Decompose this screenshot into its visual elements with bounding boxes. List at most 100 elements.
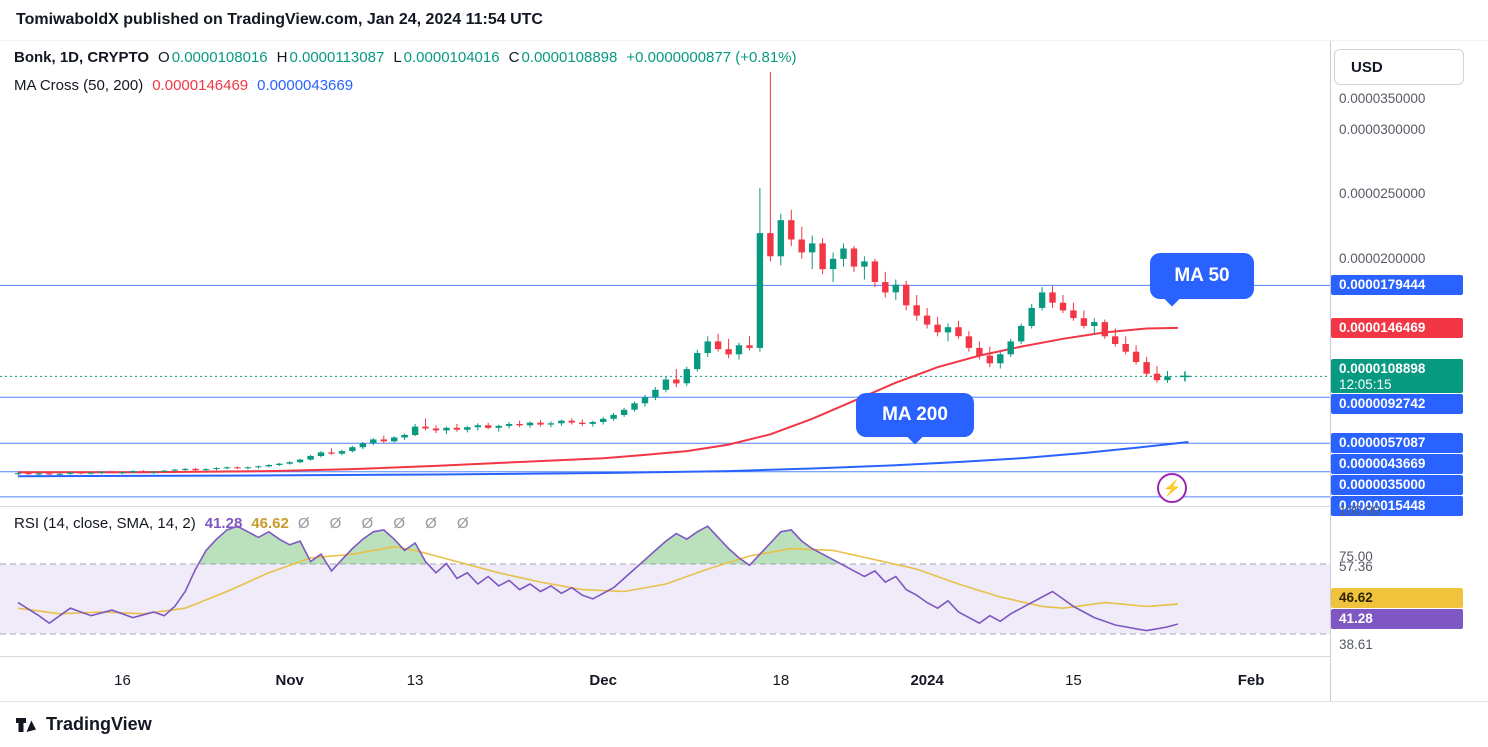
candle[interactable] xyxy=(934,316,941,337)
candle[interactable] xyxy=(1143,356,1150,377)
currency-button[interactable]: USD xyxy=(1334,49,1464,85)
candle[interactable] xyxy=(652,387,659,401)
candle[interactable] xyxy=(516,420,523,428)
candle[interactable] xyxy=(537,420,544,427)
candle[interactable] xyxy=(840,243,847,267)
candle[interactable] xyxy=(359,442,366,450)
candle[interactable] xyxy=(223,466,231,470)
candle[interactable] xyxy=(735,342,743,360)
candle[interactable] xyxy=(255,465,262,469)
symbol-title[interactable]: Bonk, 1D, CRYPTO xyxy=(14,49,150,66)
candle[interactable] xyxy=(955,320,962,339)
candle[interactable] xyxy=(892,279,899,301)
candle[interactable] xyxy=(1028,304,1035,329)
candle[interactable] xyxy=(704,336,711,357)
candle[interactable] xyxy=(997,351,1004,369)
candle[interactable] xyxy=(296,458,304,464)
candle[interactable] xyxy=(620,407,628,417)
candle[interactable] xyxy=(202,468,210,472)
candle[interactable] xyxy=(338,449,346,456)
candle[interactable] xyxy=(850,246,858,272)
candle[interactable] xyxy=(923,307,931,329)
candle[interactable] xyxy=(391,436,398,443)
candle[interactable] xyxy=(788,209,795,246)
candle[interactable] xyxy=(401,433,408,441)
candle[interactable] xyxy=(767,71,774,262)
candle[interactable] xyxy=(579,419,586,426)
candle[interactable] xyxy=(87,472,95,475)
candle[interactable] xyxy=(673,369,680,388)
candle[interactable] xyxy=(1070,302,1077,321)
candle[interactable] xyxy=(1112,328,1119,347)
candle[interactable] xyxy=(756,187,764,352)
candle[interactable] xyxy=(234,466,241,470)
candle[interactable] xyxy=(725,338,732,359)
rsi-line[interactable] xyxy=(17,525,1179,632)
time-axis[interactable]: 16 Nov 13 Dec 18 2024 15 Feb xyxy=(0,656,1330,701)
candle[interactable] xyxy=(819,238,826,275)
candle[interactable] xyxy=(1101,319,1108,339)
candle[interactable] xyxy=(265,464,272,468)
candles[interactable] xyxy=(14,71,1171,476)
candle[interactable] xyxy=(171,468,178,472)
candle[interactable] xyxy=(1049,285,1056,308)
candle[interactable] xyxy=(1132,345,1140,365)
candle[interactable] xyxy=(798,226,805,259)
candle[interactable] xyxy=(1153,365,1161,383)
candle[interactable] xyxy=(976,341,983,360)
candle[interactable] xyxy=(683,366,690,386)
candle[interactable] xyxy=(1091,318,1098,334)
candle[interactable] xyxy=(568,418,575,425)
candle[interactable] xyxy=(14,472,22,476)
ma50-line[interactable] xyxy=(18,326,1178,474)
rsi-sma-line[interactable] xyxy=(17,545,1178,615)
candle[interactable] xyxy=(432,425,440,433)
ma200-line[interactable] xyxy=(17,441,1189,478)
candle[interactable] xyxy=(443,426,450,435)
candle[interactable] xyxy=(77,471,84,475)
candle[interactable] xyxy=(150,470,158,474)
candle[interactable] xyxy=(1080,310,1088,329)
lightning-flash-icon[interactable]: ⚡ xyxy=(1157,473,1187,503)
candle[interactable] xyxy=(35,472,43,476)
candle[interactable] xyxy=(67,471,74,475)
candle[interactable] xyxy=(129,470,137,474)
candle[interactable] xyxy=(1059,295,1067,313)
candle[interactable] xyxy=(286,461,293,465)
tradingview-brand-text[interactable]: TradingView xyxy=(46,714,152,734)
candle[interactable] xyxy=(662,376,670,393)
tradingview-logo-icon[interactable] xyxy=(14,713,38,737)
rsi-panel-separator[interactable] xyxy=(0,506,1488,507)
candle[interactable] xyxy=(1038,287,1046,311)
candle[interactable] xyxy=(777,213,784,266)
rsi-title[interactable]: RSI (14, close, SMA, 14, 2) xyxy=(14,515,196,532)
candle[interactable] xyxy=(464,425,471,433)
candle[interactable] xyxy=(882,271,889,298)
candle[interactable] xyxy=(746,336,753,351)
candle[interactable] xyxy=(809,235,816,270)
price-chart-canvas[interactable] xyxy=(0,41,1330,701)
candle[interactable] xyxy=(1018,323,1025,344)
candle[interactable] xyxy=(108,470,116,474)
candle[interactable] xyxy=(370,438,377,446)
candle[interactable] xyxy=(56,473,63,476)
candle[interactable] xyxy=(380,435,387,444)
candle[interactable] xyxy=(1164,371,1171,383)
candle[interactable] xyxy=(641,394,649,407)
ma-cross-title[interactable]: MA Cross (50, 200) xyxy=(14,77,144,94)
rsi-legend-row[interactable]: RSI (14, close, SMA, 14, 2) 41.28 46.62 … xyxy=(14,515,477,532)
symbol-legend-row[interactable]: Bonk, 1D, CRYPTO O 0.0000108016 H 0.000011… xyxy=(14,49,797,66)
candle[interactable] xyxy=(505,422,513,429)
candle[interactable] xyxy=(861,256,868,280)
candle[interactable] xyxy=(25,472,32,475)
candle[interactable] xyxy=(307,454,314,461)
price-scale-axis[interactable]: USD 0.0000350000 0.0000300000 0.0000250000… xyxy=(1330,41,1488,701)
candle[interactable] xyxy=(965,331,973,352)
candle[interactable] xyxy=(600,416,607,425)
candle[interactable] xyxy=(119,471,126,475)
candle[interactable] xyxy=(495,424,502,432)
candle[interactable] xyxy=(422,418,429,431)
candle[interactable] xyxy=(944,323,952,342)
candle[interactable] xyxy=(349,445,356,453)
candle[interactable] xyxy=(192,467,199,471)
